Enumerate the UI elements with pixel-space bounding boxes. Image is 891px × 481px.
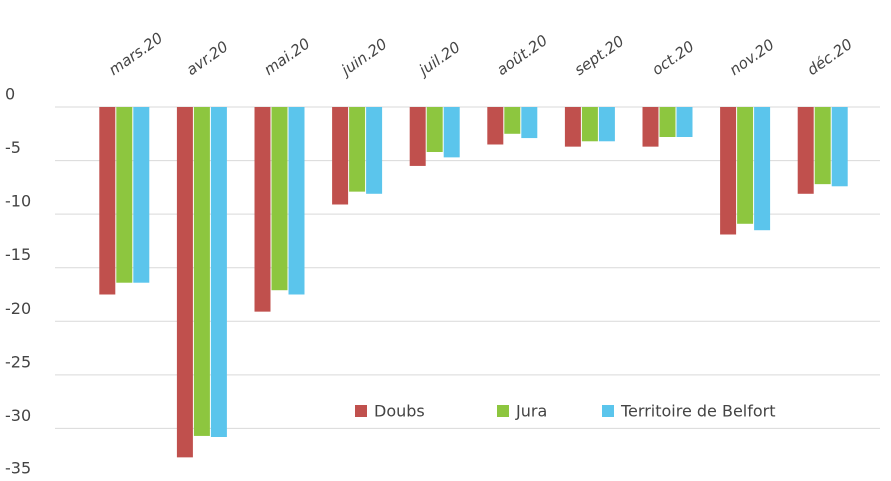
bar [116, 107, 133, 283]
y-tick-label: -15 [5, 245, 31, 264]
bar [754, 107, 771, 231]
y-tick-label: -25 [5, 352, 31, 371]
bar [504, 107, 521, 134]
bar [581, 107, 598, 142]
bar [176, 107, 193, 458]
bar [193, 107, 210, 436]
bar [521, 107, 538, 139]
x-tick-label: juil.20 [414, 38, 464, 80]
legend-label: Doubs [374, 402, 425, 421]
x-tick-label: avr.20 [183, 37, 232, 79]
bar [443, 107, 460, 158]
x-tick-label: mai.20 [261, 34, 314, 78]
bar [271, 107, 288, 291]
legend-swatch [497, 405, 509, 417]
bar [210, 107, 227, 437]
legend-label: Jura [515, 402, 547, 421]
x-tick-label: juin.20 [337, 35, 391, 80]
x-tick-label: déc.20 [804, 35, 856, 79]
legend-swatch [355, 405, 367, 417]
bar [133, 107, 150, 283]
y-tick-label: -10 [5, 192, 31, 211]
x-tick-label: sept.20 [571, 32, 627, 79]
y-tick-label: -5 [5, 138, 21, 157]
bar [737, 107, 754, 224]
x-tick-label: nov.20 [726, 35, 777, 79]
x-tick-label: oct.20 [649, 37, 698, 79]
bar [426, 107, 443, 152]
bar [332, 107, 349, 205]
bar [676, 107, 693, 137]
bar [598, 107, 615, 142]
legend-label: Territoire de Belfort [620, 402, 776, 421]
bar [288, 107, 305, 295]
bar [659, 107, 676, 137]
bar [366, 107, 383, 194]
legend-swatch [602, 405, 614, 417]
bar [814, 107, 831, 185]
x-tick-label: août.20 [493, 31, 551, 79]
y-tick-label: 0 [5, 85, 15, 104]
bar [564, 107, 581, 147]
bar [831, 107, 848, 187]
y-tick-label: -35 [5, 459, 31, 478]
bar [349, 107, 366, 192]
y-tick-label: -30 [5, 406, 31, 425]
bar [99, 107, 116, 295]
bar [642, 107, 659, 147]
y-tick-label: -20 [5, 299, 31, 318]
bar [254, 107, 271, 312]
bar [720, 107, 737, 235]
bar [409, 107, 426, 166]
bar [487, 107, 504, 145]
bar [797, 107, 814, 194]
x-tick-label: mars.20 [105, 29, 166, 79]
